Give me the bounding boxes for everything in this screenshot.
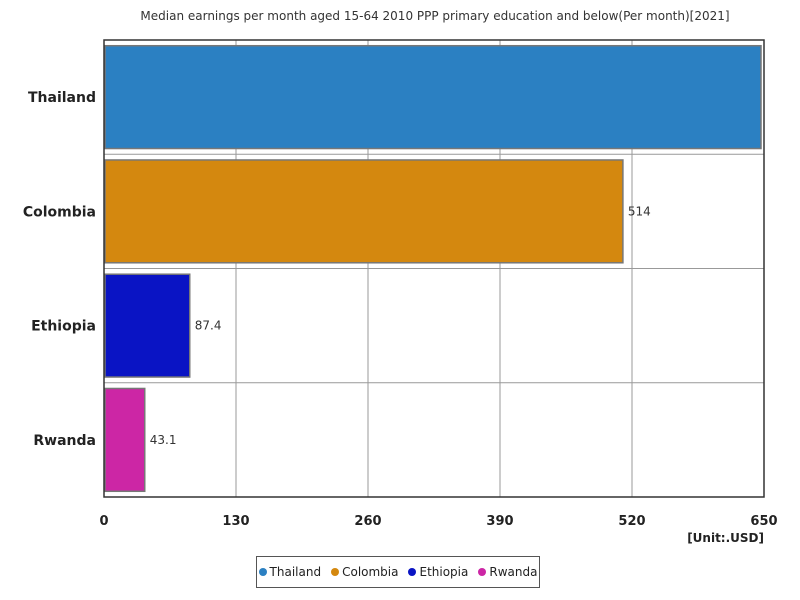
- legend-label: Rwanda: [489, 565, 538, 579]
- data-label: 514: [628, 204, 651, 218]
- legend-dot-icon: [258, 568, 267, 576]
- bar-colombia: [104, 159, 624, 264]
- legend-item-rwanda[interactable]: Rwanda: [478, 565, 537, 579]
- legend-label: Colombia: [342, 565, 399, 579]
- unit-label: [Unit:.USD]: [687, 531, 764, 545]
- legend-item-ethiopia[interactable]: Ethiopia: [408, 565, 468, 579]
- legend: Thailand Colombia Ethiopia Rwanda: [256, 556, 540, 588]
- category-label: Thailand: [28, 90, 96, 106]
- legend-label: Ethiopia: [419, 565, 469, 579]
- legend-item-colombia[interactable]: Colombia: [331, 565, 398, 579]
- plot-frame: [103, 39, 765, 498]
- x-tick-label: 650: [750, 514, 777, 529]
- bars: [104, 44, 762, 493]
- labels: 0 130 260 390 520 650 Thailand Colombia 514 Ethio…: [23, 90, 778, 529]
- legend-label: Thailand: [269, 565, 322, 579]
- x-tick-label: 390: [486, 514, 513, 529]
- category-label: Rwanda: [33, 433, 96, 449]
- bar-thailand: [104, 44, 762, 150]
- x-tick-label: 520: [618, 514, 645, 529]
- category-label: Ethiopia: [31, 319, 96, 335]
- data-label: 87.4: [195, 319, 222, 333]
- data-label: 43.1: [150, 433, 177, 447]
- legend-dot-icon: [478, 568, 487, 576]
- x-tick-label: 0: [99, 514, 108, 529]
- bar-ethiopia: [104, 273, 191, 378]
- x-tick-label: 130: [222, 514, 249, 529]
- legend-dot-icon: [331, 568, 340, 576]
- bar-rwanda: [104, 387, 146, 493]
- legend-item-thailand[interactable]: Thailand: [258, 565, 322, 579]
- chart-title: Median earnings per month aged 15-64 201…: [140, 9, 729, 23]
- legend-dot-icon: [408, 568, 417, 576]
- category-label: Colombia: [23, 204, 96, 220]
- x-tick-label: 260: [354, 514, 381, 529]
